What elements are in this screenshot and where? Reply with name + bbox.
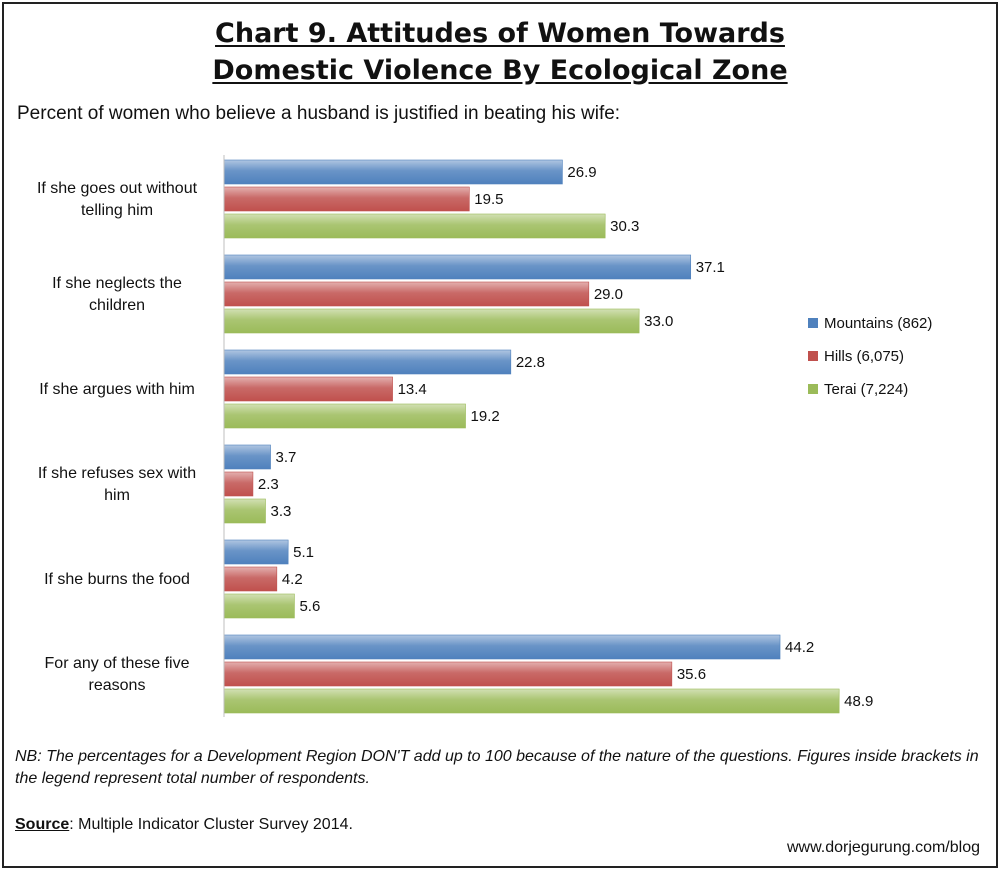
value-label-0-0: 26.9 <box>567 164 596 181</box>
bar-mountains-3 <box>223 444 271 470</box>
category-label-2: If she argues with him <box>39 381 195 398</box>
source-text: : Multiple Indicator Cluster Survey 2014… <box>69 816 353 833</box>
source-line: Source: Multiple Indicator Cluster Surve… <box>15 816 353 834</box>
footnote: NB: The percentages for a Development Re… <box>15 748 979 787</box>
chart-title-line-1: Chart 9. Attitudes of Women Towards <box>215 18 785 49</box>
value-label-2-0: 30.3 <box>610 218 639 235</box>
value-label-0-5: 44.2 <box>785 639 814 656</box>
value-label-0-3: 3.7 <box>276 449 297 466</box>
bar-terai-5 <box>223 688 840 714</box>
category-label-5: For any of these five reasons <box>45 655 190 694</box>
category-labels-layer: If she goes out without telling him If she… <box>37 180 198 694</box>
bar-mountains-1 <box>223 254 692 280</box>
legend-label-2: Terai (7,224) <box>824 381 908 398</box>
bar-hills-0 <box>223 186 470 212</box>
bar-mountains-0 <box>223 159 563 185</box>
bar-mountains-5 <box>223 634 781 660</box>
value-label-0-4: 5.1 <box>293 544 314 561</box>
value-label-2-1: 33.0 <box>644 313 673 330</box>
website-url: www.dorjegurung.com/blog <box>787 839 980 856</box>
legend-label-0: Mountains (862) <box>824 315 932 332</box>
chart-title-line-2: Domestic Violence By Ecological Zone <box>212 55 788 86</box>
value-label-1-0: 19.5 <box>474 191 503 208</box>
legend-swatch-0 <box>808 318 818 328</box>
category-label-3: If she refuses sex with him <box>38 465 196 504</box>
legend-swatch-1 <box>808 351 818 361</box>
category-label-1: If she neglects the children <box>52 275 182 314</box>
bar-hills-2 <box>223 376 393 402</box>
legend-swatch-2 <box>808 384 818 394</box>
bars-layer <box>223 159 840 714</box>
bar-terai-1 <box>223 308 640 334</box>
value-label-1-1: 29.0 <box>594 286 623 303</box>
value-label-1-5: 35.6 <box>677 666 706 683</box>
category-label-4: If she burns the food <box>44 571 190 588</box>
legend-label-1: Hills (6,075) <box>824 348 904 365</box>
bar-terai-2 <box>223 403 466 429</box>
bar-hills-3 <box>223 471 254 497</box>
value-label-1-3: 2.3 <box>258 476 279 493</box>
bar-hills-4 <box>223 566 278 592</box>
value-label-1-4: 4.2 <box>282 571 303 588</box>
value-label-2-3: 3.3 <box>271 503 292 520</box>
source-label: Source <box>15 816 70 833</box>
value-label-1-2: 13.4 <box>398 381 427 398</box>
bar-chart: 26.9 19.5 30.3 37.1 29.0 33.0 22.8 13.4 19.2 3.7 2… <box>37 155 932 717</box>
bar-terai-3 <box>223 498 266 524</box>
legend: Mountains (862) Hills (6,075) Terai (7,224… <box>808 315 932 398</box>
value-label-0-2: 22.8 <box>516 354 545 371</box>
value-label-2-4: 5.6 <box>299 598 320 615</box>
value-label-2-2: 19.2 <box>471 408 500 425</box>
value-label-0-1: 37.1 <box>696 259 725 276</box>
bar-hills-1 <box>223 281 590 307</box>
value-label-2-5: 48.9 <box>844 693 873 710</box>
bar-mountains-2 <box>223 349 512 375</box>
bar-mountains-4 <box>223 539 289 565</box>
bar-terai-0 <box>223 213 606 239</box>
value-labels-layer: 26.9 19.5 30.3 37.1 29.0 33.0 22.8 13.4 19.2 3.7 2… <box>258 164 873 710</box>
category-label-0: If she goes out without telling him <box>37 180 198 219</box>
chart-subtitle: Percent of women who believe a husband i… <box>17 103 621 124</box>
bar-hills-5 <box>223 661 673 687</box>
bar-terai-4 <box>223 593 295 619</box>
